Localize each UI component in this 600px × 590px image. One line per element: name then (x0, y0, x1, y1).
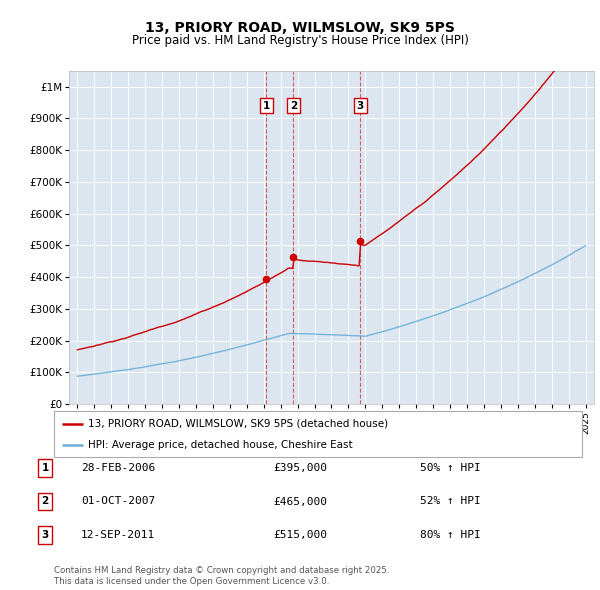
Text: 01-OCT-2007: 01-OCT-2007 (81, 497, 155, 506)
Text: 28-FEB-2006: 28-FEB-2006 (81, 463, 155, 473)
Point (355, 236, 365, 245)
Text: 80% ↑ HPI: 80% ↑ HPI (420, 530, 481, 540)
Point (289, 252, 298, 261)
Text: 1: 1 (41, 463, 49, 473)
Text: £515,000: £515,000 (273, 530, 327, 540)
Text: Contains HM Land Registry data © Crown copyright and database right 2025.
This d: Contains HM Land Registry data © Crown c… (54, 566, 389, 586)
Text: 2: 2 (41, 497, 49, 506)
Text: 12-SEP-2011: 12-SEP-2011 (81, 530, 155, 540)
Text: 52% ↑ HPI: 52% ↑ HPI (420, 497, 481, 506)
Text: HPI: Average price, detached house, Cheshire East: HPI: Average price, detached house, Ches… (88, 440, 353, 450)
Text: 13, PRIORY ROAD, WILMSLOW, SK9 5PS: 13, PRIORY ROAD, WILMSLOW, SK9 5PS (145, 21, 455, 35)
Point (262, 274, 271, 283)
Text: 13, PRIORY ROAD, WILMSLOW, SK9 5PS (detached house): 13, PRIORY ROAD, WILMSLOW, SK9 5PS (deta… (88, 419, 388, 429)
Text: £465,000: £465,000 (273, 497, 327, 506)
Text: 50% ↑ HPI: 50% ↑ HPI (420, 463, 481, 473)
Text: 2: 2 (290, 101, 297, 111)
FancyBboxPatch shape (54, 411, 582, 457)
Text: £395,000: £395,000 (273, 463, 327, 473)
Text: 3: 3 (356, 101, 364, 111)
Text: Price paid vs. HM Land Registry's House Price Index (HPI): Price paid vs. HM Land Registry's House … (131, 34, 469, 47)
Text: 1: 1 (263, 101, 270, 111)
Text: 3: 3 (41, 530, 49, 540)
